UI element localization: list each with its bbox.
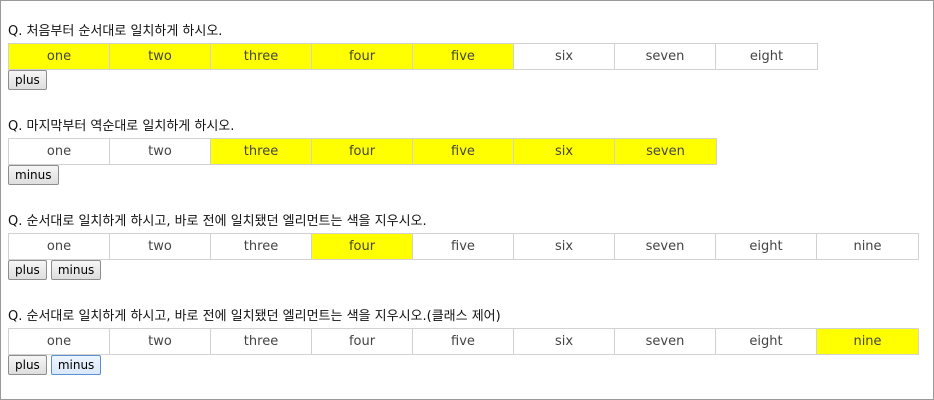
row-cell: four — [312, 329, 413, 354]
row-cell: six — [514, 139, 615, 164]
row-cell: eight — [716, 234, 817, 259]
row-cell: five — [413, 234, 514, 259]
plus-button[interactable]: plus — [8, 70, 47, 90]
plus-button[interactable]: plus — [8, 260, 47, 280]
element-row: one two three four five six seven eight … — [8, 328, 919, 355]
row-cell: four — [312, 44, 413, 69]
row-cell: seven — [615, 329, 716, 354]
button-group: minus — [8, 165, 717, 185]
section-reverse-match: Q. 마지막부터 역순대로 일치하게 하시오. one two three fo… — [8, 119, 717, 185]
row-cell: four — [312, 234, 413, 259]
question-text: Q. 순서대로 일치하게 하시고, 바로 전에 일치됐던 엘리먼트는 색을 지우… — [8, 309, 501, 324]
minus-button[interactable]: minus — [8, 165, 59, 185]
row-cell: two — [110, 329, 211, 354]
row-cell: nine — [817, 329, 918, 354]
button-group: plus minus — [8, 355, 919, 375]
row-cell: six — [514, 329, 615, 354]
row-cell: eight — [716, 44, 817, 69]
row-cell: six — [514, 44, 615, 69]
row-cell: one — [9, 329, 110, 354]
row-cell: one — [9, 139, 110, 164]
row-cell: six — [514, 234, 615, 259]
element-row: one two three four five six seven eight — [8, 43, 818, 70]
row-cell: seven — [615, 234, 716, 259]
row-cell: three — [211, 329, 312, 354]
row-cell: one — [9, 44, 110, 69]
row-cell: four — [312, 139, 413, 164]
row-cell: five — [413, 44, 514, 69]
row-cell: two — [110, 44, 211, 69]
row-cell: five — [413, 139, 514, 164]
section-class-control-match: Q. 순서대로 일치하게 하시고, 바로 전에 일치됐던 엘리먼트는 색을 지우… — [8, 309, 919, 375]
element-row: one two three four five six seven — [8, 138, 717, 165]
row-cell: three — [211, 139, 312, 164]
plus-button[interactable]: plus — [8, 355, 47, 375]
button-group: plus — [8, 70, 818, 90]
row-cell: nine — [817, 234, 918, 259]
row-cell: eight — [716, 329, 817, 354]
row-cell: two — [110, 139, 211, 164]
button-group: plus minus — [8, 260, 919, 280]
row-cell: five — [413, 329, 514, 354]
minus-button[interactable]: minus — [50, 260, 102, 280]
row-cell: one — [9, 234, 110, 259]
row-cell: seven — [615, 139, 716, 164]
section-move-match: Q. 순서대로 일치하게 하시고, 바로 전에 일치됐던 엘리먼트는 색을 지우… — [8, 214, 919, 280]
section-sequential-match: Q. 처음부터 순서대로 일치하게 하시오. one two three fou… — [8, 24, 818, 90]
row-cell: three — [211, 234, 312, 259]
question-text: Q. 순서대로 일치하게 하시고, 바로 전에 일치됐던 엘리먼트는 색을 지우… — [8, 214, 427, 229]
row-cell: three — [211, 44, 312, 69]
element-row: one two three four five six seven eight … — [8, 233, 919, 260]
row-cell: seven — [615, 44, 716, 69]
question-text: Q. 처음부터 순서대로 일치하게 하시오. — [8, 24, 223, 39]
row-cell: two — [110, 234, 211, 259]
minus-button[interactable]: minus — [50, 355, 102, 375]
question-text: Q. 마지막부터 역순대로 일치하게 하시오. — [8, 119, 235, 134]
